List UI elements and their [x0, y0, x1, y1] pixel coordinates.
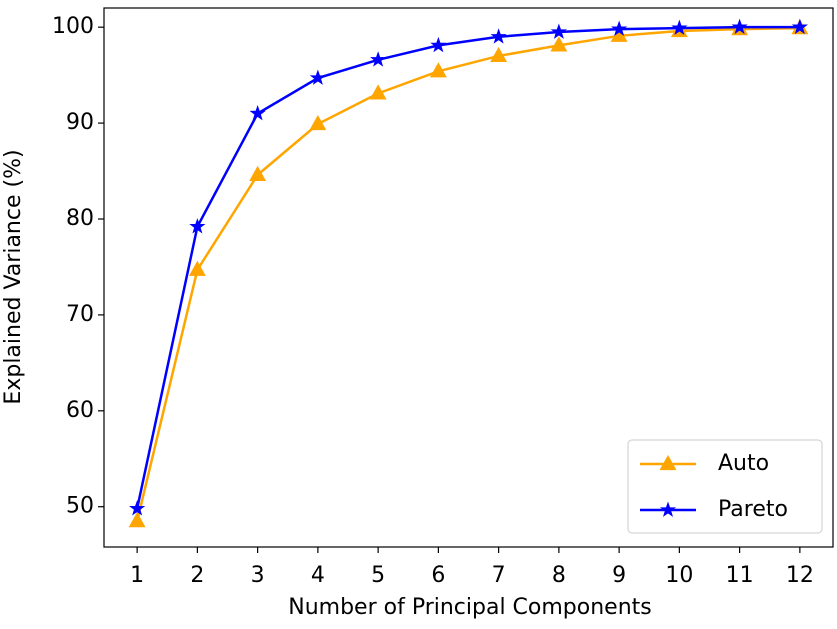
- series-line: [135, 25, 800, 509]
- point: [309, 115, 327, 131]
- legend-marker: [659, 454, 677, 471]
- point: [671, 19, 688, 36]
- point: [430, 36, 447, 53]
- legend-marker: [659, 501, 677, 517]
- x-tick-label: 9: [612, 563, 626, 588]
- point: [188, 260, 206, 276]
- point: [249, 165, 267, 181]
- legend-label: Pareto: [718, 497, 788, 522]
- point: [550, 23, 567, 39]
- x-tick-label: 4: [311, 563, 325, 588]
- x-tick-label: 7: [492, 563, 506, 588]
- x-tick-label: 3: [251, 563, 265, 588]
- y-tick-label: 100: [52, 14, 94, 39]
- x-tick-label: 6: [431, 563, 445, 588]
- x-tick-label: 2: [190, 563, 204, 588]
- x-tick-label: 12: [786, 563, 814, 588]
- x-tick-label: 8: [552, 563, 566, 588]
- x-tick-label: 10: [665, 563, 693, 588]
- y-tick-label: 70: [66, 302, 94, 327]
- point: [611, 20, 628, 36]
- point: [791, 18, 808, 35]
- point: [128, 512, 146, 528]
- point: [249, 104, 266, 121]
- point: [490, 28, 507, 44]
- x-tick-label: 11: [726, 563, 754, 588]
- point: [369, 84, 387, 100]
- y-tick-label: 90: [66, 110, 94, 135]
- y-tick-label: 80: [66, 206, 94, 231]
- y-tick-label: 60: [66, 398, 94, 423]
- point: [731, 18, 748, 35]
- x-tick-label: 1: [130, 563, 144, 588]
- point: [490, 46, 508, 63]
- series-line: [135, 26, 800, 522]
- y-axis-label: Explained Variance (%): [1, 149, 26, 404]
- point: [189, 218, 206, 234]
- point: [309, 69, 326, 85]
- point: [429, 62, 447, 78]
- x-tick-label: 5: [371, 563, 385, 588]
- axes-frame: [103, 7, 834, 548]
- y-tick-label: 50: [66, 494, 94, 519]
- legend-label: Auto: [718, 451, 769, 476]
- point: [370, 51, 387, 67]
- point: [550, 36, 568, 52]
- x-axis-label: Number of Principal Components: [288, 595, 652, 620]
- point: [129, 500, 146, 516]
